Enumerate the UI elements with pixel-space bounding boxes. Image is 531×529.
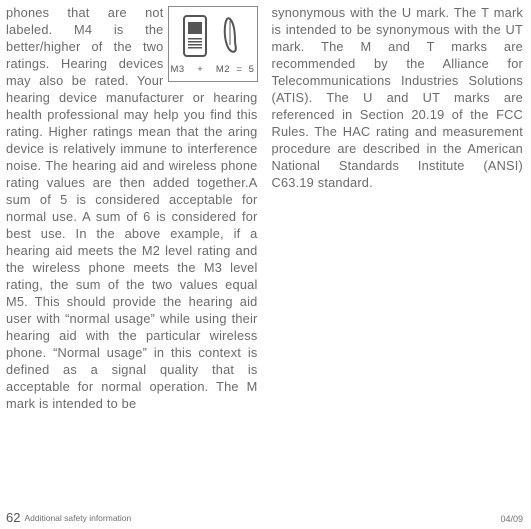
right-column-text: synonymous with the U mark. The T mark i… [272,5,524,190]
right-column: synonymous with the U mark. The T mark i… [272,4,524,498]
illustration-icons [169,15,257,61]
phone-icon [183,15,207,57]
page-number: 62 [6,511,20,524]
section-title: Additional safety information [24,513,131,524]
illustration-caption: M3 + M2 = 5 [169,61,257,78]
hearing-aid-icon [221,15,243,55]
manual-page: M3 + M2 = 5 phones that are not labeled.… [0,0,531,529]
two-column-layout: M3 + M2 = 5 phones that are not labeled.… [6,4,523,498]
footer-date: 04/09 [500,514,523,524]
left-column: M3 + M2 = 5 phones that are not labeled.… [6,4,258,498]
page-footer: 62 Additional safety information 04/09 [6,508,523,524]
hearing-rating-illustration: M3 + M2 = 5 [168,6,258,82]
footer-left: 62 Additional safety information [6,511,131,524]
